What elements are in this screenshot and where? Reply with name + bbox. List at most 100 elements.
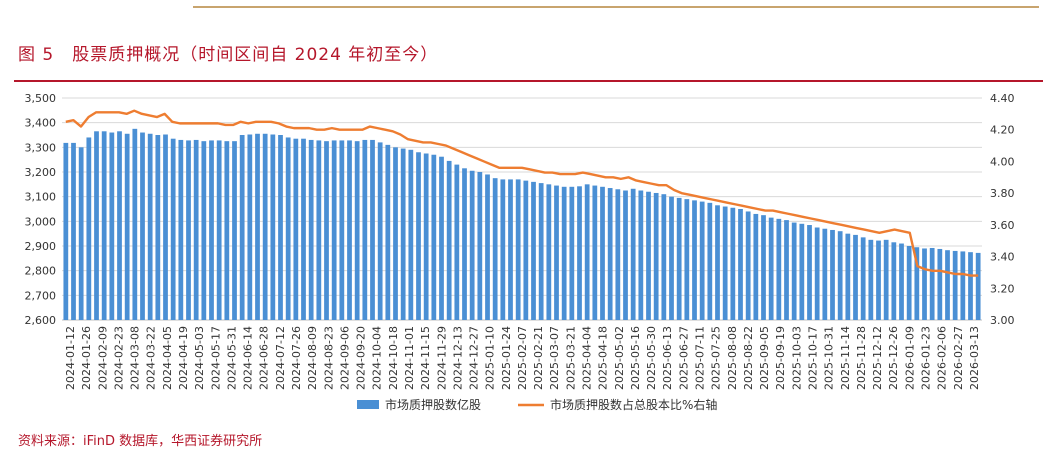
x-tick-label: 2025-04-18 — [597, 326, 610, 390]
bar-mark — [270, 134, 276, 320]
x-tick-label: 2024-12-13 — [451, 326, 464, 390]
y-tick-label: 3,100 — [25, 191, 57, 204]
bar-mark — [707, 202, 713, 320]
bar-mark — [807, 225, 812, 320]
bar-mark — [132, 128, 138, 320]
bar-mark — [653, 192, 659, 320]
bar-mark — [600, 186, 605, 320]
y-tick-label: 3,000 — [25, 215, 57, 228]
x-tick-label: 2025-08-22 — [742, 326, 755, 390]
x-tick-label: 2024-10-18 — [387, 326, 400, 390]
bar-mark — [960, 251, 966, 320]
bar-mark — [761, 215, 766, 320]
x-tick-label: 2025-06-13 — [661, 326, 674, 390]
x-tick-label: 2024-05-31 — [225, 326, 238, 390]
x-tick-label: 2025-10-17 — [807, 326, 820, 390]
bar-mark — [546, 184, 552, 320]
bar-mark — [515, 179, 521, 320]
legend-line-label: 市场质押股数占总股本比%右轴 — [550, 397, 717, 412]
x-tick-label: 2024-09-06 — [338, 326, 351, 390]
x-tick-label: 2025-03-07 — [548, 326, 561, 390]
x-tick-label: 2025-05-02 — [613, 326, 626, 390]
x-tick-label: 2025-12-12 — [871, 326, 884, 390]
bar-mark — [416, 152, 421, 320]
x-tick-label: 2025-02-21 — [532, 326, 545, 390]
bar-mark — [845, 233, 851, 320]
x-tick-label: 2024-08-09 — [306, 326, 319, 390]
x-tick-label: 2026-02-27 — [952, 326, 965, 390]
bar-mark — [316, 140, 322, 320]
bar-mark — [607, 188, 613, 320]
bar-mark — [301, 138, 306, 320]
x-tick-label: 2024-02-09 — [96, 326, 109, 390]
bar-mark — [906, 246, 912, 320]
bar-mark — [109, 132, 115, 320]
x-tick-label: 2026-01-09 — [903, 326, 916, 390]
bar-mark — [385, 144, 391, 320]
bar-mark — [117, 131, 122, 320]
bar-mark — [692, 200, 697, 320]
x-tick-label: 2026-01-23 — [920, 326, 933, 390]
bar-mark — [822, 228, 828, 320]
bar-mark — [239, 135, 245, 320]
bar-mark — [577, 186, 582, 320]
bar-mark — [531, 181, 536, 320]
y-tick-label: 3,400 — [25, 117, 57, 130]
y-tick-label: 3,200 — [25, 166, 57, 179]
bar-mark — [584, 184, 590, 320]
x-tick-label: 2025-04-04 — [581, 326, 594, 390]
bar-mark — [469, 170, 475, 320]
bar-mark — [232, 141, 237, 320]
bar-mark — [63, 142, 69, 320]
bar-mark — [669, 196, 674, 320]
y-tick-label: 2,700 — [25, 289, 57, 302]
bar-mark — [446, 160, 452, 320]
bar-mark — [285, 137, 291, 320]
bar-mark — [500, 179, 506, 320]
bar-mark — [71, 142, 76, 320]
bar-mark — [163, 134, 168, 320]
bar-mark — [94, 131, 99, 320]
bar-mark — [784, 220, 789, 320]
bar-mark — [293, 138, 299, 320]
bar-mark — [255, 133, 260, 320]
bar-mark — [124, 133, 130, 320]
y2-tick-label: 4.20 — [990, 124, 1015, 137]
x-tick-label: 2024-04-05 — [161, 326, 174, 390]
bar-mark — [768, 217, 774, 320]
y2-tick-label: 3.20 — [990, 282, 1015, 295]
bar-mark — [745, 211, 751, 320]
x-tick-label: 2025-09-19 — [774, 326, 787, 390]
ratio-line-series — [65, 109, 979, 277]
x-tick-label: 2025-03-21 — [564, 326, 577, 390]
title-underline — [14, 80, 1043, 82]
bar-mark — [523, 180, 529, 320]
x-tick-label: 2024-07-26 — [290, 326, 303, 390]
legend-bar-label: 市场质押股数亿股 — [385, 397, 481, 412]
y2-tick-label: 3.00 — [990, 314, 1015, 327]
bar-mark — [630, 188, 636, 320]
bar-mark — [362, 139, 368, 320]
bar-mark — [561, 186, 567, 320]
bar-mark — [975, 252, 981, 320]
bar-mark — [914, 247, 920, 320]
legend-bar-swatch — [357, 400, 379, 409]
bar-mark — [370, 139, 375, 320]
bar-mark — [101, 131, 107, 320]
bar-mark — [462, 168, 467, 320]
bar-mark — [423, 153, 429, 320]
bar-mark — [799, 223, 805, 320]
y-tick-label: 2,600 — [25, 314, 57, 327]
x-tick-label: 2025-07-25 — [710, 326, 723, 390]
bar-mark — [170, 138, 176, 320]
y-tick-label: 2,900 — [25, 240, 57, 253]
x-tick-label: 2024-05-17 — [209, 326, 222, 390]
x-tick-label: 2025-01-10 — [484, 326, 497, 390]
bar-mark — [538, 183, 544, 320]
bar-mark — [615, 189, 621, 320]
x-tick-label: 2024-02-23 — [112, 326, 125, 390]
bar-mark — [676, 197, 682, 320]
x-tick-label: 2024-05-03 — [193, 326, 206, 390]
x-tick-label: 2024-10-04 — [371, 326, 384, 390]
